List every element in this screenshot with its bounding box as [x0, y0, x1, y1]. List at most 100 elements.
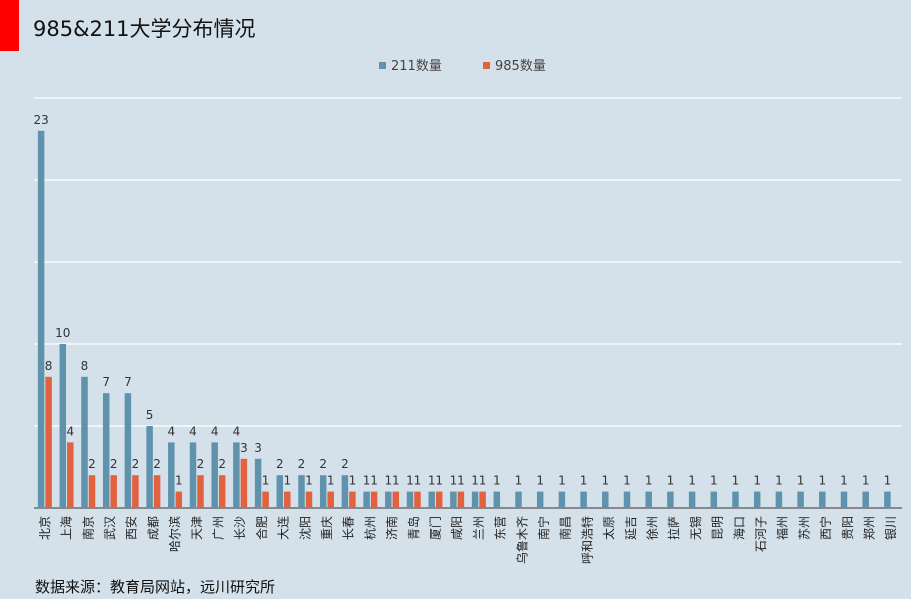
data-label-211-17: 1 [406, 474, 414, 488]
data-label-211-8: 4 [211, 424, 219, 438]
category-label-2: 南京 [80, 516, 95, 540]
data-label-211-13: 2 [319, 457, 327, 471]
data-label-211-32: 1 [732, 474, 740, 488]
category-label-35: 苏州 [797, 516, 811, 540]
data-label-211-7: 4 [189, 424, 197, 438]
category-label-33: 石河子 [754, 516, 768, 552]
data-label-211-2: 8 [81, 359, 89, 373]
bar-211-6 [168, 442, 175, 508]
bar-211-20 [471, 491, 479, 508]
category-label-14: 长春 [342, 516, 356, 540]
bar-985-4 [132, 475, 139, 508]
legend-swatch-211 [379, 62, 386, 69]
data-label-211-11: 2 [276, 457, 284, 471]
bar-211-39 [884, 491, 891, 508]
bar-985-7 [197, 475, 204, 508]
bar-211-8 [211, 442, 218, 508]
data-label-985-3: 2 [110, 457, 118, 471]
category-label-28: 徐州 [644, 516, 659, 540]
data-label-211-1: 10 [55, 326, 70, 340]
data-label-985-17: 1 [414, 474, 422, 488]
bar-985-3 [110, 475, 117, 508]
bar-211-0 [37, 130, 45, 509]
data-label-985-19: 1 [457, 474, 465, 488]
bar-211-33 [753, 491, 761, 508]
data-label-211-29: 1 [667, 474, 675, 488]
bar-985-0 [45, 376, 52, 508]
data-label-211-4: 7 [124, 375, 132, 389]
bar-985-14 [349, 491, 356, 508]
accent-bar [0, 0, 19, 51]
bar-211-18 [428, 491, 435, 508]
category-label-1: 上海 [59, 516, 74, 540]
data-label-985-10: 1 [262, 474, 270, 488]
data-label-211-26: 1 [601, 474, 609, 488]
bar-211-1 [59, 344, 67, 508]
category-label-13: 重庆 [320, 516, 334, 540]
bar-985-19 [457, 491, 465, 508]
category-label-24: 南昌 [558, 516, 573, 540]
bar-211-14 [341, 475, 349, 508]
data-label-211-25: 1 [580, 474, 588, 488]
bar-211-23 [536, 491, 544, 508]
data-label-985-15: 1 [370, 474, 378, 488]
bar-985-15 [370, 491, 378, 508]
bar-985-9 [240, 458, 248, 508]
category-label-37: 贵阳 [841, 516, 855, 540]
category-label-10: 合肥 [254, 516, 269, 540]
category-label-22: 乌鲁木齐 [514, 516, 529, 564]
category-label-30: 无锡 [688, 516, 703, 540]
legend-label-985: 985数量 [495, 59, 546, 74]
data-label-211-15: 1 [363, 474, 371, 488]
bar-211-35 [797, 491, 804, 508]
category-label-9: 长沙 [233, 516, 247, 540]
category-label-11: 大连 [276, 516, 291, 540]
category-label-38: 郑州 [861, 516, 876, 540]
data-label-985-7: 2 [197, 457, 205, 471]
data-label-211-6: 4 [167, 424, 175, 438]
category-label-32: 海口 [731, 516, 746, 540]
data-label-211-10: 3 [254, 441, 262, 455]
bar-985-5 [153, 475, 161, 508]
bar-985-8 [218, 475, 226, 508]
bar-211-21 [493, 491, 501, 508]
data-source-note: 数据来源：教育局网站，远川研究所 [35, 578, 276, 596]
category-label-18: 厦门 [427, 516, 442, 540]
bar-211-16 [385, 491, 392, 508]
legend: 211数量 985数量 [0, 55, 911, 74]
bar-211-25 [580, 491, 587, 508]
data-label-985-12: 1 [305, 474, 313, 488]
bar-211-38 [862, 491, 869, 508]
bar-211-32 [732, 491, 739, 508]
category-label-7: 天津 [190, 516, 204, 540]
bar-211-15 [363, 491, 370, 508]
data-label-985-20: 1 [479, 474, 487, 488]
bar-211-13 [319, 475, 327, 508]
bar-211-12 [298, 475, 305, 508]
data-label-211-5: 5 [146, 408, 154, 422]
data-label-985-18: 1 [435, 474, 443, 488]
bar-211-9 [233, 442, 240, 508]
category-label-15: 杭州 [362, 516, 377, 540]
category-label-23: 南宁 [536, 516, 551, 540]
bar-985-10 [262, 491, 269, 508]
category-label-5: 成都 [146, 516, 160, 540]
data-label-211-9: 4 [233, 424, 241, 438]
category-label-19: 咸阳 [450, 516, 464, 540]
data-label-211-14: 2 [341, 457, 349, 471]
data-label-985-2: 2 [88, 457, 96, 471]
bar-985-12 [305, 491, 313, 508]
data-label-211-23: 1 [536, 474, 544, 488]
data-label-211-20: 1 [471, 474, 479, 488]
data-label-211-0: 23 [33, 113, 48, 127]
chart-title: 985&211大学分布情况 [33, 17, 256, 41]
data-label-211-16: 1 [384, 474, 392, 488]
category-label-12: 沈阳 [297, 516, 312, 540]
bar-985-16 [392, 491, 400, 508]
data-label-211-22: 1 [515, 474, 523, 488]
data-label-211-30: 1 [688, 474, 696, 488]
data-label-211-12: 2 [298, 457, 306, 471]
data-label-211-33: 1 [753, 474, 761, 488]
data-label-211-19: 1 [450, 474, 458, 488]
